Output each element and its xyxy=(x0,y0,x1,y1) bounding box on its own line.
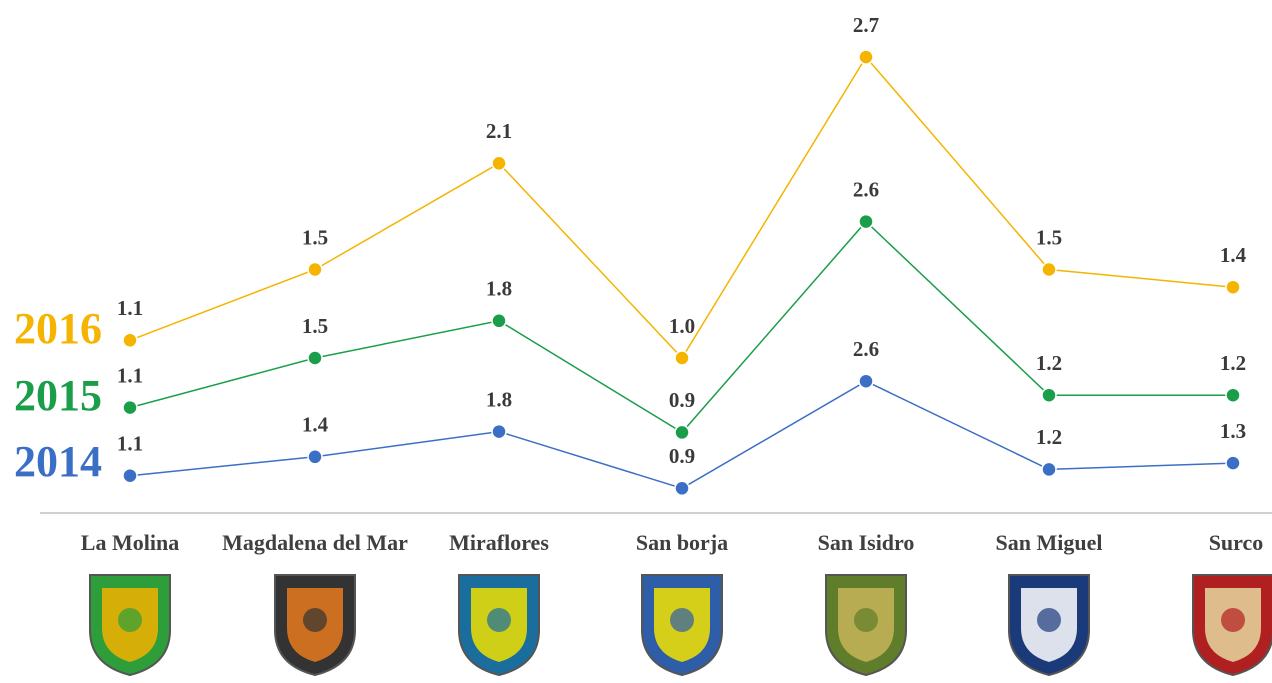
data-label: 0.9 xyxy=(669,444,695,468)
logo xyxy=(89,574,171,677)
data-point xyxy=(307,261,323,278)
data-point xyxy=(1225,387,1241,403)
data-point xyxy=(1041,387,1057,403)
data-label: 1.5 xyxy=(302,225,328,249)
data-point xyxy=(674,424,690,441)
data-point xyxy=(674,350,690,366)
data-point xyxy=(307,449,323,465)
logo xyxy=(458,574,540,677)
data-point xyxy=(1041,461,1057,478)
data-label: 2.1 xyxy=(486,119,512,143)
data-label: 1.5 xyxy=(1036,225,1062,249)
data-point xyxy=(491,313,507,329)
logo xyxy=(825,574,907,677)
data-label: 1.0 xyxy=(669,314,695,338)
data-point xyxy=(858,49,874,65)
data-point xyxy=(122,399,138,416)
logo xyxy=(1008,574,1090,677)
x-tick-label: San borja xyxy=(636,530,728,555)
data-point xyxy=(491,423,507,440)
data-label: 1.3 xyxy=(1220,419,1246,443)
x-tick-label: La Molina xyxy=(81,530,179,555)
data-point xyxy=(122,467,138,484)
data-label: 1.8 xyxy=(486,277,512,301)
data-label: 0.9 xyxy=(669,388,695,412)
logo xyxy=(274,574,356,677)
logo xyxy=(1192,574,1272,677)
x-tick-label: Miraflores xyxy=(449,530,549,555)
data-label: 2.7 xyxy=(853,13,879,37)
logo xyxy=(641,574,723,677)
legend-label: 2016 xyxy=(14,304,102,353)
logo-emblem xyxy=(303,608,327,632)
data-point xyxy=(858,213,874,230)
x-tick-label: San Miguel xyxy=(996,530,1103,555)
x-tick-label: San Isidro xyxy=(818,530,915,555)
data-point xyxy=(1225,455,1241,471)
data-point xyxy=(858,373,874,389)
logo-emblem xyxy=(487,608,511,632)
data-point xyxy=(122,332,138,349)
logo-emblem xyxy=(1221,608,1245,632)
data-label: 2.6 xyxy=(853,177,879,201)
data-label: 1.1 xyxy=(117,432,143,456)
data-label: 1.5 xyxy=(302,314,328,338)
data-point xyxy=(491,155,507,172)
data-point xyxy=(674,480,690,497)
data-point xyxy=(1041,261,1057,278)
data-label: 1.4 xyxy=(302,413,329,437)
logo-emblem xyxy=(118,608,142,632)
data-label: 1.4 xyxy=(1220,243,1247,267)
data-label: 1.8 xyxy=(486,387,512,411)
x-tick-label: Magdalena del Mar xyxy=(222,530,408,555)
data-label: 1.1 xyxy=(117,296,143,320)
logo-emblem xyxy=(670,608,694,632)
data-label: 1.2 xyxy=(1220,351,1246,375)
data-point xyxy=(1225,279,1241,295)
data-point xyxy=(307,350,323,366)
legend-label: 2015 xyxy=(14,371,102,420)
logo-emblem xyxy=(854,608,878,632)
data-label: 1.1 xyxy=(117,363,143,387)
logo-emblem xyxy=(1037,608,1061,632)
data-label: 1.2 xyxy=(1036,351,1062,375)
data-label: 1.2 xyxy=(1036,425,1062,449)
x-tick-label: Surco xyxy=(1209,530,1264,555)
data-label: 2.6 xyxy=(853,337,879,361)
legend-label: 2014 xyxy=(14,437,102,486)
